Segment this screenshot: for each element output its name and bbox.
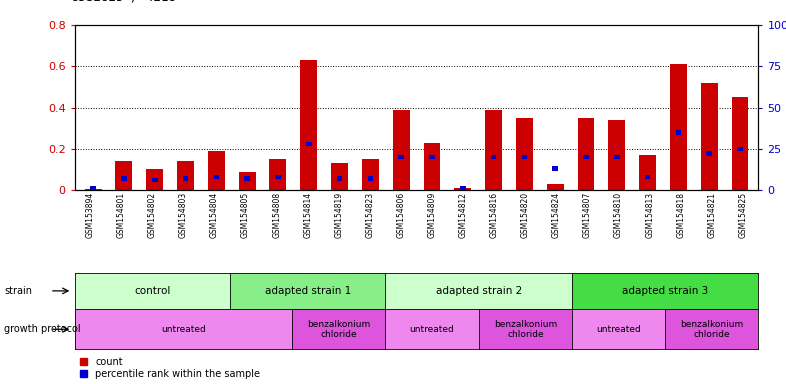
Text: GSM154813: GSM154813 bbox=[645, 192, 654, 238]
Legend: count, percentile rank within the sample: count, percentile rank within the sample bbox=[79, 357, 260, 379]
Bar bbox=[614, 155, 619, 159]
Bar bbox=[239, 172, 255, 190]
Bar bbox=[639, 155, 656, 190]
Bar bbox=[454, 188, 472, 190]
Text: benzalkonium
chloride: benzalkonium chloride bbox=[680, 319, 744, 339]
Text: untreated: untreated bbox=[161, 325, 206, 334]
Text: untreated: untreated bbox=[597, 325, 641, 334]
Bar bbox=[331, 163, 348, 190]
Bar bbox=[90, 186, 96, 191]
Text: GSM154818: GSM154818 bbox=[676, 192, 685, 238]
Text: adapted strain 2: adapted strain 2 bbox=[435, 286, 522, 296]
Text: control: control bbox=[134, 286, 171, 296]
Text: GSM154803: GSM154803 bbox=[179, 192, 188, 238]
Text: GSM154812: GSM154812 bbox=[459, 192, 468, 238]
Text: benzalkonium
chloride: benzalkonium chloride bbox=[307, 319, 370, 339]
Bar bbox=[85, 189, 101, 190]
Text: untreated: untreated bbox=[410, 325, 454, 334]
Bar bbox=[547, 184, 564, 190]
Bar bbox=[732, 97, 748, 190]
Text: GSM154801: GSM154801 bbox=[117, 192, 126, 238]
Text: growth protocol: growth protocol bbox=[4, 324, 80, 334]
Bar bbox=[424, 142, 440, 190]
Bar bbox=[490, 155, 496, 159]
Bar bbox=[583, 155, 589, 159]
Bar bbox=[399, 155, 404, 159]
Bar bbox=[336, 176, 343, 181]
Bar bbox=[701, 83, 718, 190]
Text: GDS2825 / 4218: GDS2825 / 4218 bbox=[71, 0, 176, 4]
Text: GSM154820: GSM154820 bbox=[521, 192, 530, 238]
Text: GSM154825: GSM154825 bbox=[739, 192, 747, 238]
Text: GSM154804: GSM154804 bbox=[210, 192, 219, 238]
Bar bbox=[146, 169, 163, 190]
Bar bbox=[429, 155, 435, 159]
Text: GSM154814: GSM154814 bbox=[303, 192, 312, 238]
Bar bbox=[121, 176, 127, 181]
Bar bbox=[177, 161, 194, 190]
Bar bbox=[707, 151, 712, 156]
Bar bbox=[362, 159, 379, 190]
Bar bbox=[208, 151, 225, 190]
Bar bbox=[522, 155, 527, 159]
Bar bbox=[116, 161, 132, 190]
Bar bbox=[214, 175, 219, 179]
Text: GSM154805: GSM154805 bbox=[241, 192, 250, 238]
Text: strain: strain bbox=[4, 286, 32, 296]
Bar bbox=[275, 175, 281, 179]
Text: GSM154807: GSM154807 bbox=[583, 192, 592, 238]
Text: adapted strain 1: adapted strain 1 bbox=[265, 286, 351, 296]
Bar bbox=[608, 120, 626, 190]
Bar bbox=[737, 147, 743, 151]
Text: benzalkonium
chloride: benzalkonium chloride bbox=[494, 319, 557, 339]
Bar bbox=[553, 166, 558, 171]
Bar bbox=[670, 64, 687, 190]
Bar bbox=[270, 159, 286, 190]
Text: GSM154809: GSM154809 bbox=[428, 192, 436, 238]
Bar bbox=[244, 176, 250, 181]
Bar bbox=[368, 176, 373, 181]
Bar bbox=[578, 118, 594, 190]
Text: GSM154810: GSM154810 bbox=[614, 192, 623, 238]
Text: adapted strain 3: adapted strain 3 bbox=[622, 286, 708, 296]
Bar bbox=[393, 109, 410, 190]
Text: GSM154802: GSM154802 bbox=[148, 192, 157, 238]
Text: GSM154821: GSM154821 bbox=[707, 192, 716, 238]
Bar bbox=[300, 60, 318, 190]
Text: GSM154819: GSM154819 bbox=[334, 192, 343, 238]
Text: GSM154823: GSM154823 bbox=[365, 192, 374, 238]
Text: GSM153894: GSM153894 bbox=[86, 192, 94, 238]
Text: GSM154824: GSM154824 bbox=[552, 192, 561, 238]
Bar bbox=[460, 186, 465, 191]
Bar bbox=[306, 142, 311, 146]
Bar bbox=[676, 130, 681, 134]
Text: GSM154808: GSM154808 bbox=[272, 192, 281, 238]
Bar bbox=[152, 178, 157, 182]
Bar bbox=[516, 118, 533, 190]
Text: GSM154816: GSM154816 bbox=[490, 192, 499, 238]
Bar bbox=[183, 176, 189, 181]
Bar bbox=[645, 175, 650, 179]
Text: GSM154806: GSM154806 bbox=[397, 192, 406, 238]
Bar bbox=[485, 109, 502, 190]
